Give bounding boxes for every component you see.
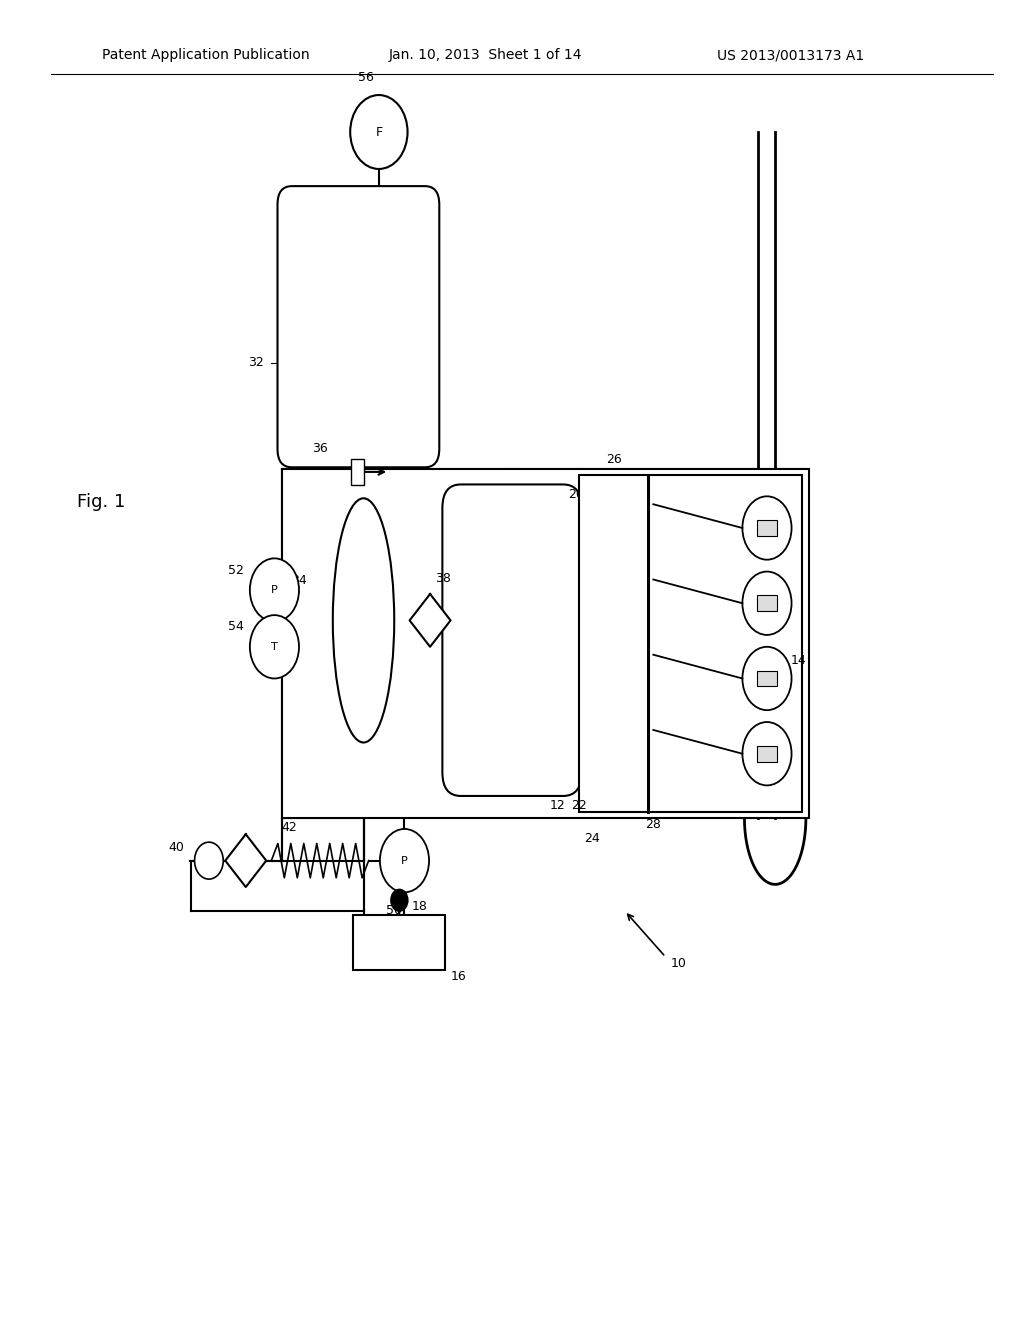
Text: 38: 38 [435, 572, 452, 585]
Text: 36: 36 [312, 442, 328, 454]
Text: 26: 26 [606, 453, 622, 466]
Text: 54: 54 [227, 620, 244, 634]
Text: 56: 56 [357, 71, 374, 84]
Bar [757, 671, 777, 686]
Text: P: P [401, 855, 408, 866]
Circle shape [250, 558, 299, 622]
Circle shape [742, 647, 792, 710]
Text: US 2013/0013173 A1: US 2013/0013173 A1 [717, 49, 864, 62]
Text: Patent Application Publication: Patent Application Publication [102, 49, 310, 62]
Text: 22: 22 [571, 799, 587, 812]
Circle shape [350, 95, 408, 169]
Text: 50: 50 [386, 904, 402, 917]
FancyBboxPatch shape [278, 186, 439, 467]
Text: 52: 52 [227, 564, 244, 577]
Bar [757, 595, 777, 611]
Text: 28: 28 [645, 818, 662, 832]
Text: 34: 34 [292, 574, 307, 587]
Text: 12: 12 [550, 799, 565, 812]
Text: Fig. 1: Fig. 1 [77, 492, 125, 511]
Text: 10: 10 [671, 957, 687, 970]
Bar [353, 915, 445, 970]
Text: T: T [271, 642, 278, 652]
Bar [282, 469, 809, 818]
Polygon shape [225, 834, 266, 887]
Circle shape [195, 842, 223, 879]
Text: 14: 14 [791, 653, 806, 667]
Bar [757, 520, 777, 536]
Circle shape [391, 890, 408, 911]
Polygon shape [410, 594, 451, 647]
Text: 16: 16 [451, 970, 466, 983]
Text: P: P [271, 585, 278, 595]
Text: F: F [376, 125, 382, 139]
FancyBboxPatch shape [442, 484, 582, 796]
Text: Jan. 10, 2013  Sheet 1 of 14: Jan. 10, 2013 Sheet 1 of 14 [389, 49, 583, 62]
Text: 24: 24 [584, 832, 599, 845]
Bar [579, 475, 802, 812]
Text: 18: 18 [412, 900, 428, 913]
Circle shape [742, 496, 792, 560]
Text: 40: 40 [168, 841, 184, 854]
Bar [757, 746, 777, 762]
Circle shape [380, 829, 429, 892]
Bar [351, 458, 364, 484]
Ellipse shape [333, 498, 394, 742]
Circle shape [250, 615, 299, 678]
Text: 32: 32 [249, 356, 264, 370]
Circle shape [742, 572, 792, 635]
Text: 20: 20 [568, 488, 585, 502]
Text: 42: 42 [282, 821, 297, 834]
Circle shape [742, 722, 792, 785]
